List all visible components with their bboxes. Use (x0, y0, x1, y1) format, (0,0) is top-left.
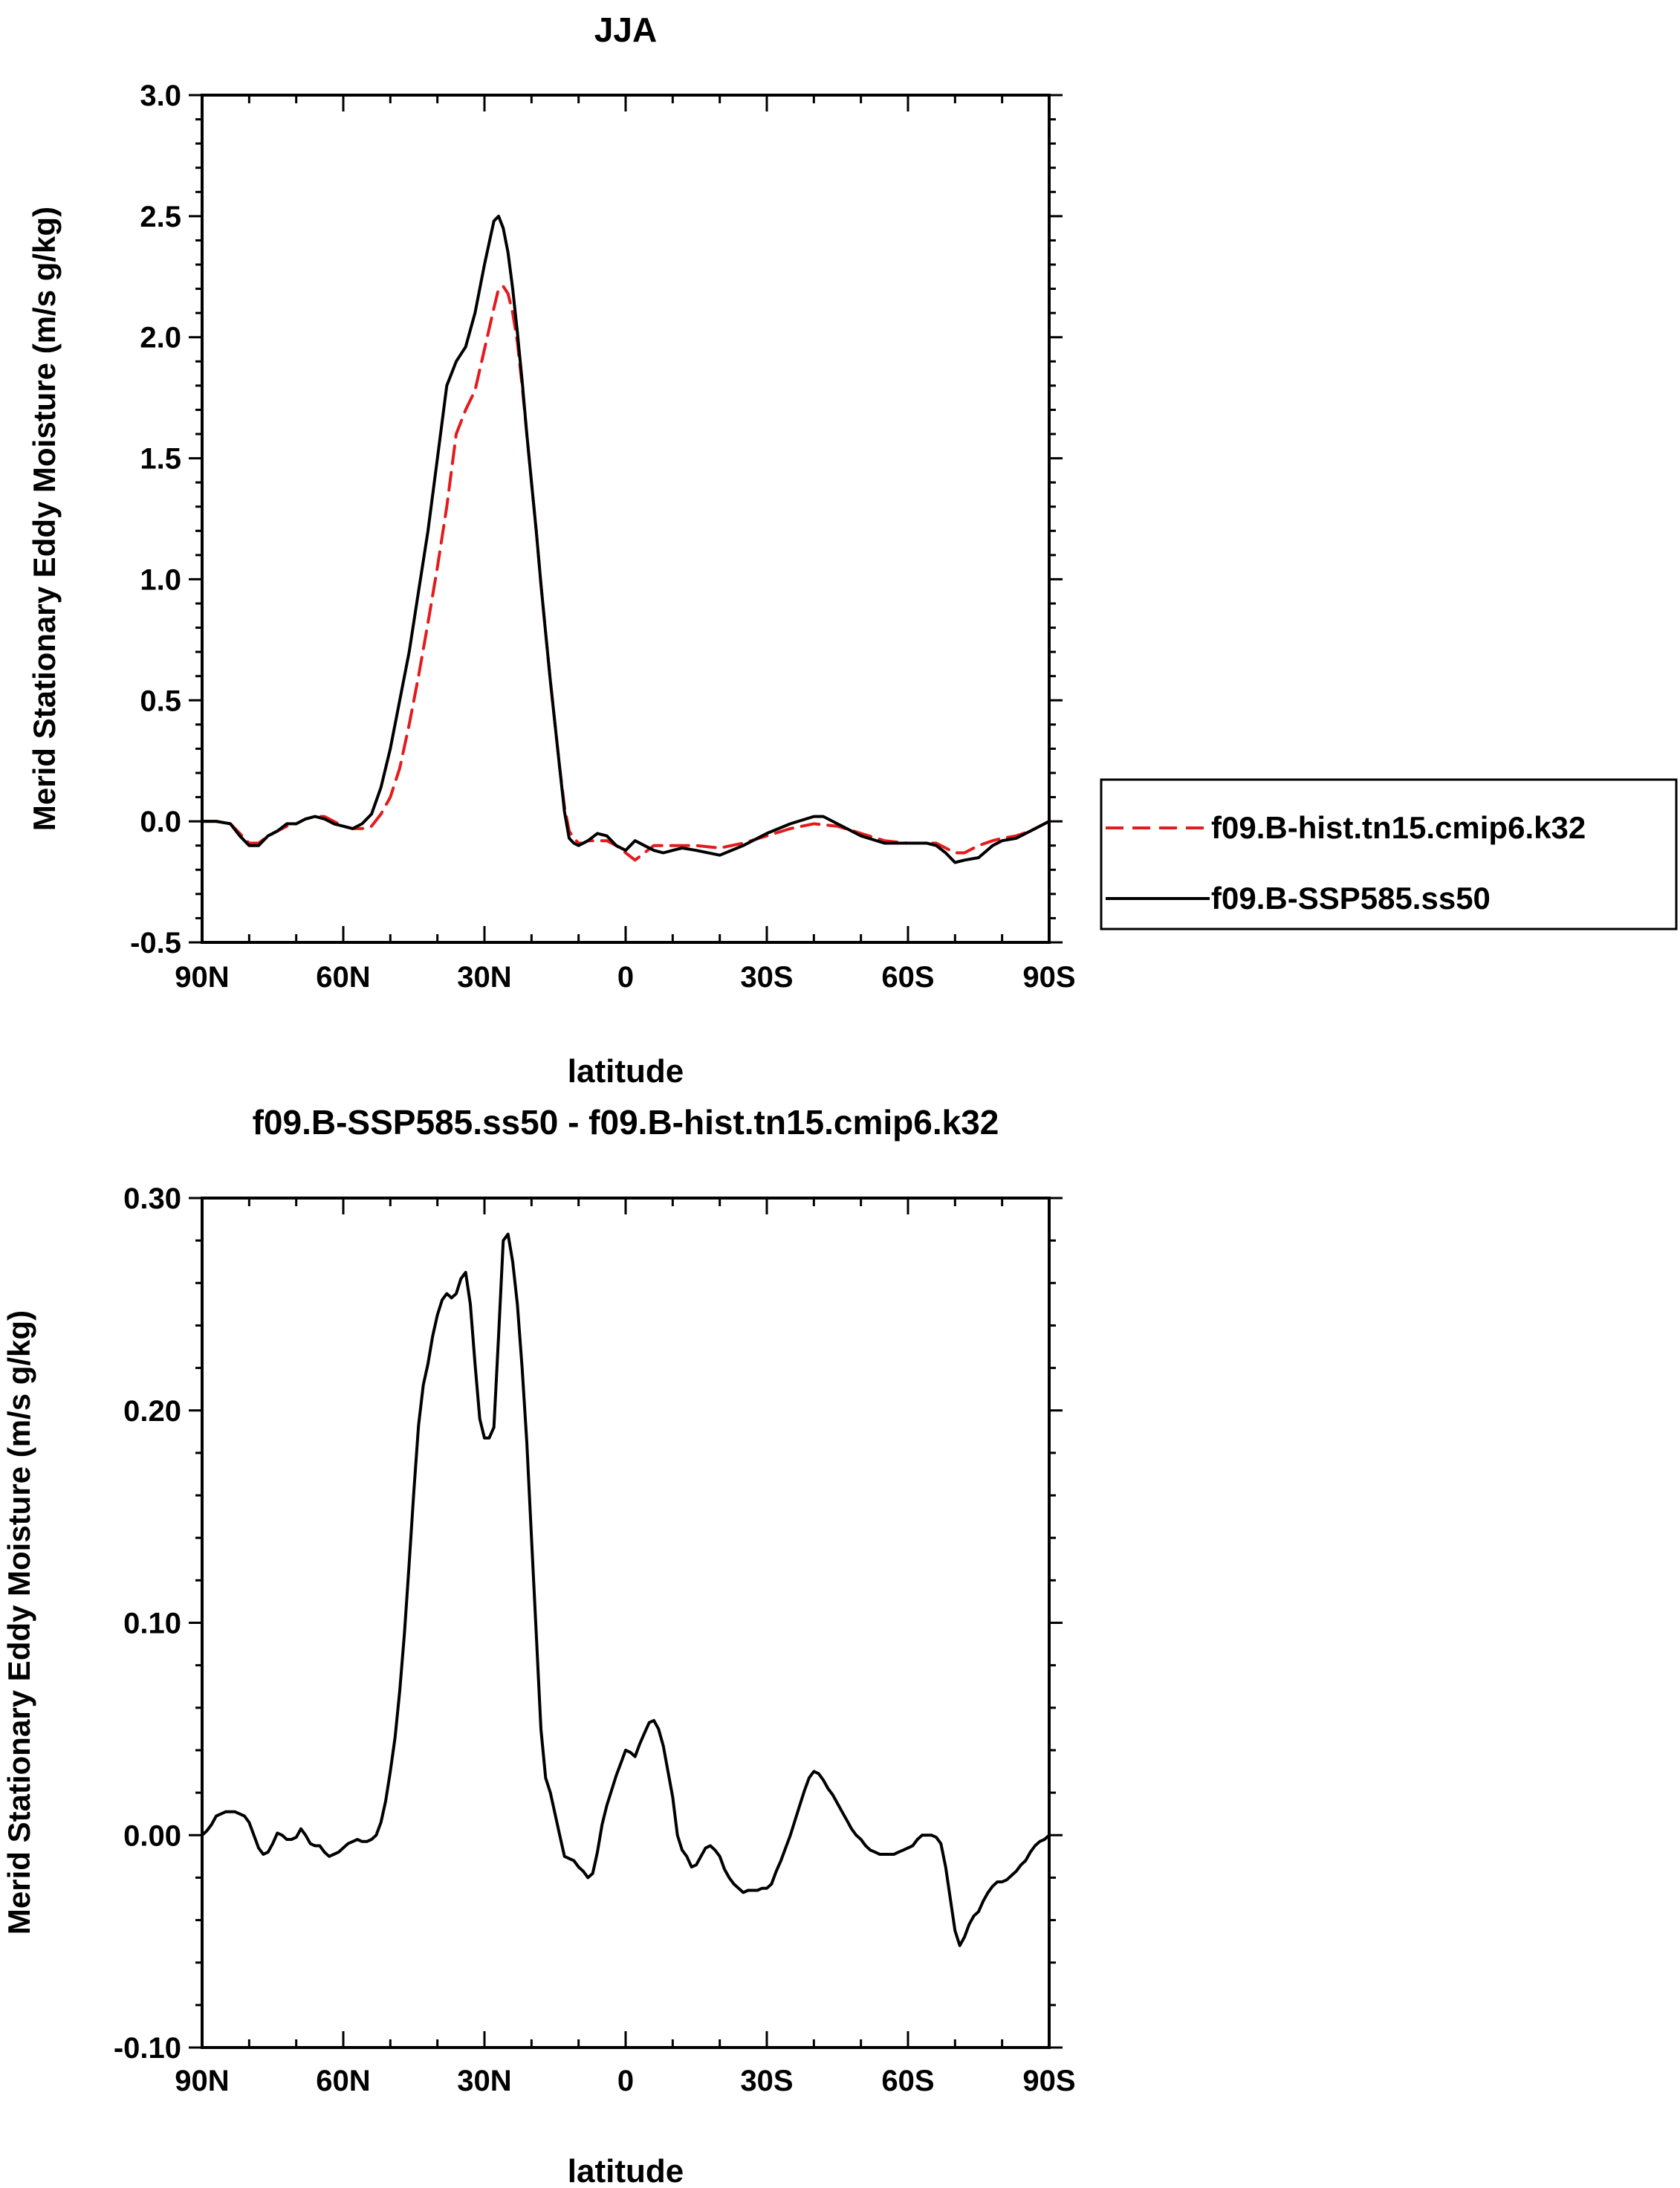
top-series-hist-line (201, 285, 1051, 862)
legend-box (1100, 778, 1678, 930)
bottom-ytick-label-3: 0.20 (123, 1395, 181, 1428)
legend: f09.B-hist.tn15.cmip6.k32 f09.B-SSP585.s… (1100, 778, 1678, 930)
bottom-chart-title: f09.B-SSP585.ss50 - f09.B-hist.tn15.cmip… (253, 1103, 999, 1142)
top-xtick-label-5: 60S (881, 961, 934, 994)
top-ytick-label-6: 2.5 (140, 201, 181, 233)
bottom-xtick-label-3: 0 (617, 2065, 634, 2097)
bottom-xtick-label-0: 90N (175, 2065, 229, 2097)
bottom-series-difference-line (201, 1232, 1051, 1947)
top-xtick-label-1: 60N (316, 961, 370, 994)
bottom-y-axis-label: Merid Stationary Eddy Moisture (m/s g/kg… (1, 1310, 36, 1935)
bottom-axis-layer: 90N 60N 30N 0 30S 60S 90S -0.10 0.00 0.10 0.20 0.30 (114, 1182, 1076, 2097)
top-y-axis-label: Merid Stationary Eddy Moisture (m/s g/kg… (27, 207, 62, 831)
bottom-ytick-label-1: 0.00 (123, 1819, 181, 1852)
top-panel: JJA 90N 60N 30N 0 30S 60S 90S -0.5 0.0 0.5 1.0 1.5 2… (27, 10, 1678, 1090)
bottom-xtick-label-5: 60S (881, 2065, 934, 2097)
top-ytick-label-7: 3.0 (140, 80, 181, 112)
top-series-ssp585-line (201, 214, 1051, 864)
top-xtick-label-4: 30S (740, 961, 793, 994)
top-ytick-label-3: 1.0 (140, 563, 181, 596)
bottom-xtick-label-6: 90S (1022, 2065, 1075, 2097)
top-ytick-label-1: 0.0 (140, 806, 181, 838)
top-plot-frame (201, 94, 1051, 944)
top-ytick-label-5: 2.0 (140, 322, 181, 355)
top-x-axis-label: latitude (568, 1053, 684, 1090)
legend-label-ssp585: f09.B-SSP585.ss50 (1211, 881, 1491, 916)
bottom-ytick-label-2: 0.10 (123, 1608, 181, 1640)
bottom-xtick-label-4: 30S (740, 2065, 793, 2097)
top-xtick-label-6: 90S (1022, 961, 1075, 994)
bottom-xtick-label-1: 60N (316, 2065, 370, 2097)
top-xtick-label-0: 90N (175, 961, 229, 994)
top-ytick-label-2: 0.5 (140, 684, 181, 717)
legend-label-hist: f09.B-hist.tn15.cmip6.k32 (1211, 810, 1586, 845)
bottom-x-axis-label: latitude (568, 2153, 684, 2188)
top-xtick-label-3: 0 (617, 961, 634, 994)
bottom-plot-frame (201, 1197, 1051, 2049)
top-xtick-label-2: 30N (457, 961, 511, 994)
top-chart-title: JJA (594, 10, 657, 49)
bottom-panel: f09.B-SSP585.ss50 - f09.B-hist.tn15.cmip… (1, 1103, 1076, 2188)
top-ytick-label-0: -0.5 (130, 927, 181, 959)
bottom-ytick-label-4: 0.30 (123, 1182, 181, 1215)
bottom-xtick-label-2: 30N (457, 2065, 511, 2097)
top-axis-layer: 90N 60N 30N 0 30S 60S 90S -0.5 0.0 0.5 1.0 1.5 2.0 2.… (130, 80, 1076, 994)
bottom-ytick-label-0: -0.10 (114, 2032, 181, 2065)
top-ytick-label-4: 1.5 (140, 443, 181, 476)
